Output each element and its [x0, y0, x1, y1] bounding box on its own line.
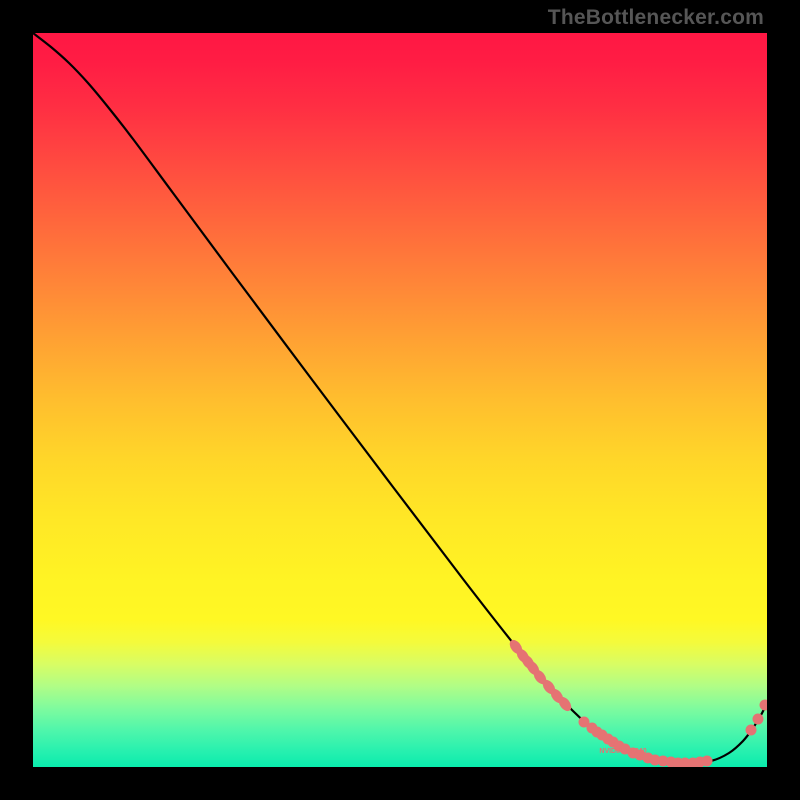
data-marker — [746, 725, 757, 736]
chart-svg: NVIDIA GX240 — [33, 33, 767, 767]
gradient-background — [33, 33, 767, 767]
watermark-text: TheBottlenecker.com — [548, 6, 764, 30]
marker-label: NVIDIA GX240 — [599, 748, 646, 755]
chart-frame: NVIDIA GX240 TheBottlenecker.com — [0, 0, 800, 800]
data-marker — [753, 714, 764, 725]
plot-area: NVIDIA GX240 — [33, 33, 767, 767]
data-marker — [702, 756, 713, 767]
